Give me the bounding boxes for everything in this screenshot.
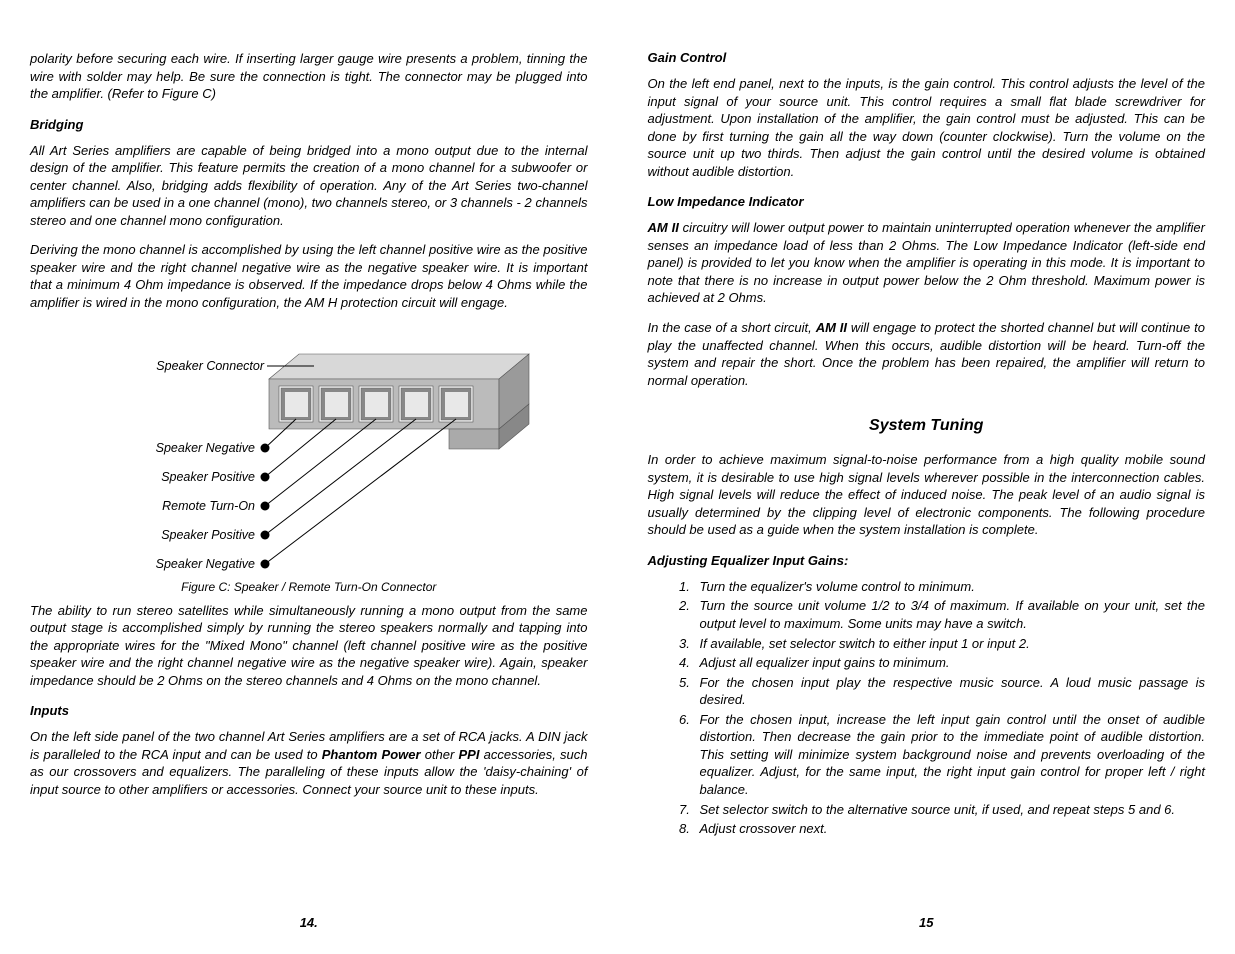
label-remote-turnon: Remote Turn-On [162, 499, 255, 513]
callout-labels-group: Speaker Connector Speaker Negative Speak… [155, 359, 264, 571]
figure-c-svg: Speaker Connector Speaker Negative Speak… [69, 324, 549, 574]
page-number-right: 15 [618, 915, 1235, 930]
label-speaker-positive-2: Speaker Positive [161, 528, 255, 542]
paragraph: All Art Series amplifiers are capable of… [30, 142, 588, 230]
heading-inputs: Inputs [30, 703, 588, 718]
list-item: Adjust all equalizer input gains to mini… [694, 654, 1206, 672]
paragraph: polarity before securing each wire. If i… [30, 50, 588, 103]
text-bold: PPI [459, 747, 480, 762]
paragraph: On the left end panel, next to the input… [648, 75, 1206, 180]
page-right: Gain Control On the left end panel, next… [618, 0, 1235, 954]
heading-system-tuning: System Tuning [648, 417, 1206, 435]
heading-low-impedance: Low Impedance Indicator [648, 194, 1206, 209]
paragraph: In the case of a short circuit, AM II wi… [648, 319, 1206, 389]
paragraph: AM II circuitry will lower output power … [648, 219, 1206, 307]
paragraph: Deriving the mono channel is accomplishe… [30, 241, 588, 311]
callout-dots [260, 443, 269, 568]
heading-gain-control: Gain Control [648, 50, 1206, 65]
label-speaker-negative-1: Speaker Negative [155, 441, 254, 455]
list-item: If available, set selector switch to eit… [694, 635, 1206, 653]
label-speaker-positive-1: Speaker Positive [161, 470, 255, 484]
text-run: other [421, 747, 459, 762]
paragraph: The ability to run stereo satellites whi… [30, 602, 588, 690]
text-bold: AM II [648, 220, 679, 235]
spread: polarity before securing each wire. If i… [0, 0, 1235, 954]
label-speaker-negative-2: Speaker Negative [155, 557, 254, 571]
page-left: polarity before securing each wire. If i… [0, 0, 618, 954]
list-item: Turn the equalizer's volume control to m… [694, 578, 1206, 596]
text-bold: AM II [816, 320, 847, 335]
figure-caption: Figure C: Speaker / Remote Turn-On Conne… [30, 580, 588, 594]
list-item: Set selector switch to the alternative s… [694, 801, 1206, 819]
page-number-left: 14. [0, 915, 618, 930]
list-item: For the chosen input play the respective… [694, 674, 1206, 709]
heading-bridging: Bridging [30, 117, 588, 132]
list-item: Adjust crossover next. [694, 820, 1206, 838]
text-run: circuitry will lower output power to mai… [648, 220, 1206, 305]
text-bold: Phantom Power [322, 747, 421, 762]
steps-list: Turn the equalizer's volume control to m… [648, 578, 1206, 838]
heading-adjusting-gains: Adjusting Equalizer Input Gains: [648, 553, 1206, 568]
paragraph: In order to achieve maximum signal-to-no… [648, 451, 1206, 539]
figure-c: Speaker Connector Speaker Negative Speak… [30, 324, 588, 594]
list-item: For the chosen input, increase the left … [694, 711, 1206, 799]
text-run: In the case of a short circuit, [648, 320, 816, 335]
list-item: Turn the source unit volume 1/2 to 3/4 o… [694, 597, 1206, 632]
label-speaker-connector: Speaker Connector [156, 359, 265, 373]
paragraph-inputs: On the left side panel of the two channe… [30, 728, 588, 798]
connector-body [269, 354, 529, 449]
